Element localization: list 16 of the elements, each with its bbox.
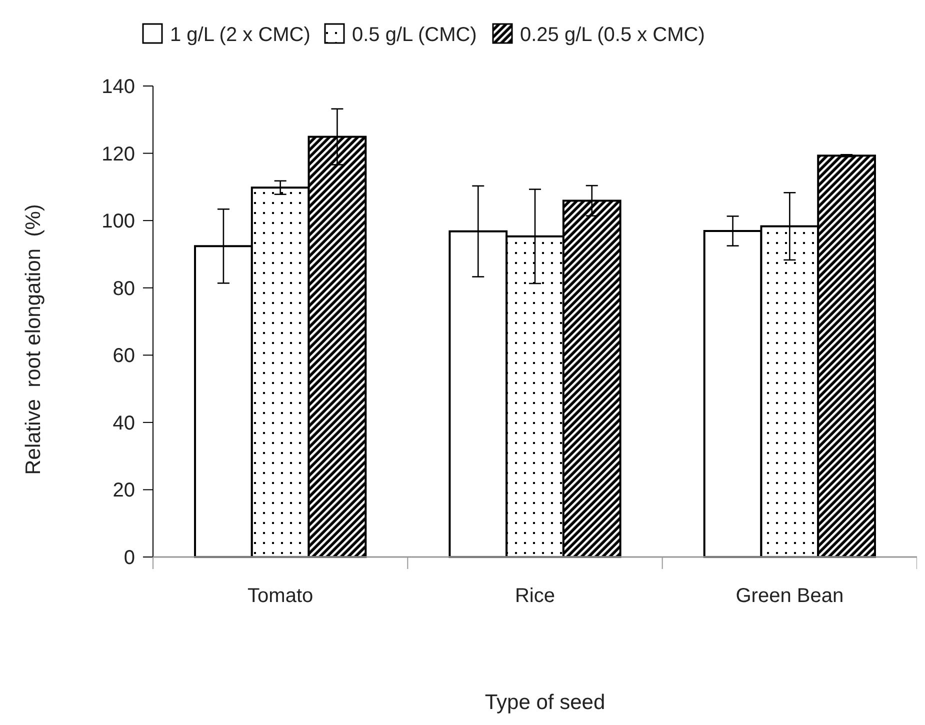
y-axis-title: Relative root elongation (%) [22,204,45,475]
x-tick-label: Tomato [248,585,314,607]
legend-label: 0.5 g/L (CMC) [352,24,477,46]
y-tick-label: 140 [102,76,135,98]
y-tick-label: 120 [102,143,135,166]
y-tick-label: 80 [112,278,135,300]
y-tick-label: 20 [112,480,135,502]
legend-label: 0.25 g/L (0.5 x CMC) [520,24,705,46]
y-tick-label: 100 [102,210,135,233]
legend-label: 1 g/L (2 x CMC) [170,24,310,46]
x-tick-label: Green Bean [736,585,844,607]
x-tick-label: Rice [514,585,556,607]
y-tick-label: 60 [112,345,135,368]
y-tick-label: 40 [112,412,135,434]
x-axis-title: Type of seed [484,691,606,714]
y-tick-label: 0 [124,547,135,569]
